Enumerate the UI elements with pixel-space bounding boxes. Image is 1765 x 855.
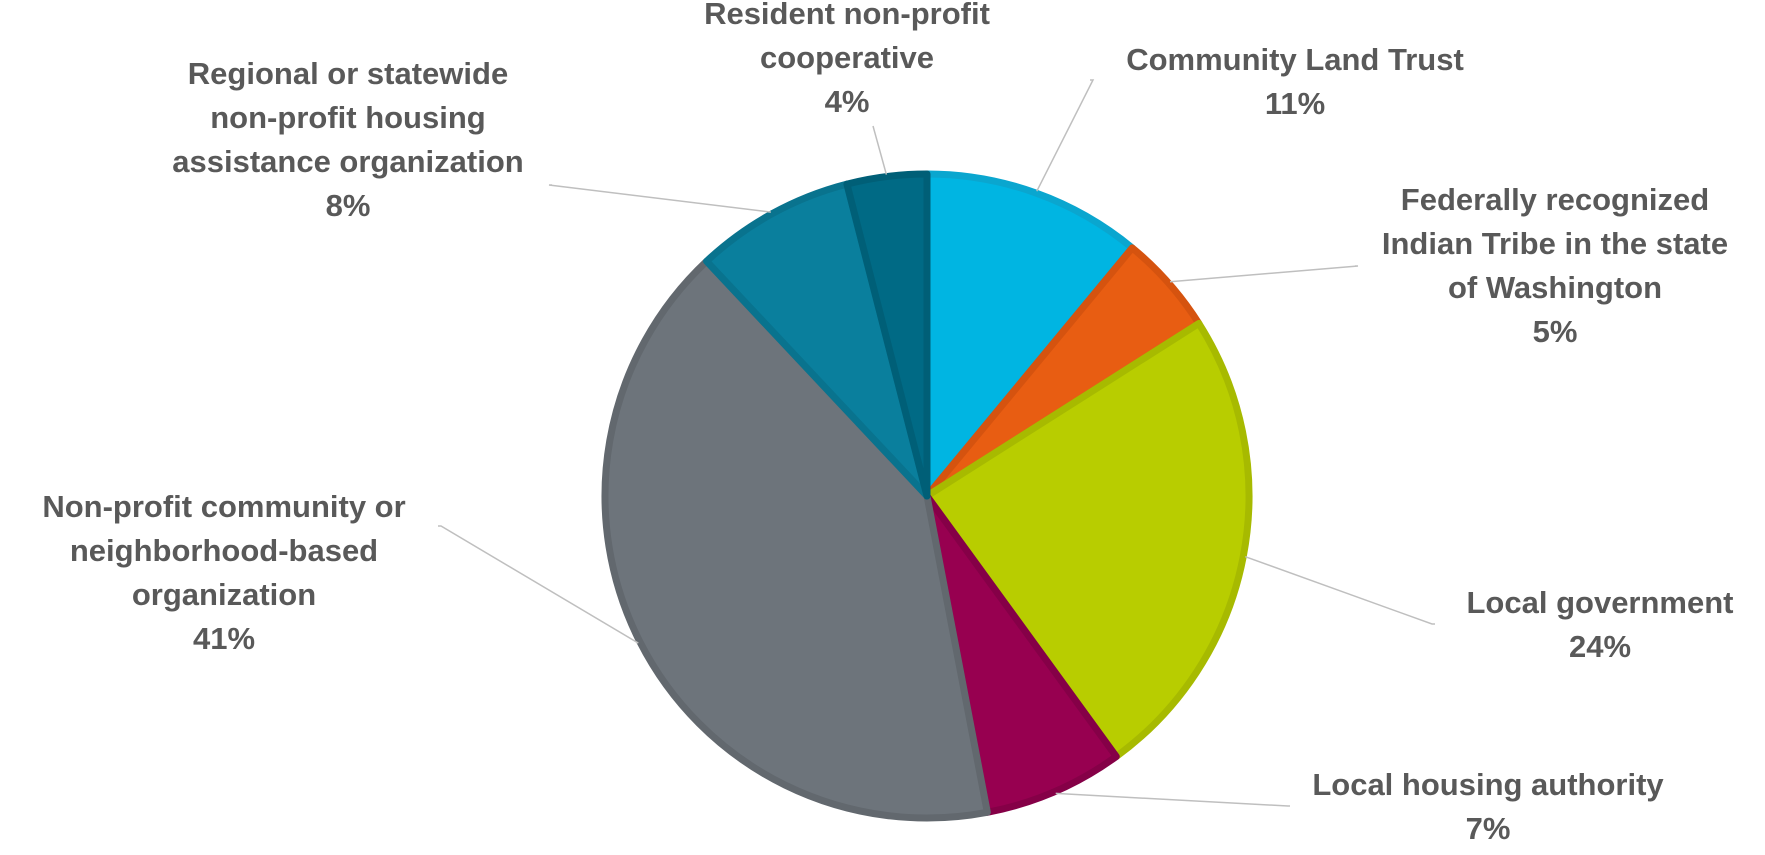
slice-category-label: Non-profit community or	[42, 489, 405, 524]
slice-category-label: assistance organization	[172, 144, 523, 179]
slice-label: Resident non-profit cooperative 4%	[704, 0, 990, 119]
pie-slice	[923, 170, 1136, 500]
slice-category-label: non-profit housing	[210, 100, 485, 135]
slice-percent-label: 8%	[326, 188, 371, 223]
leader-lines	[438, 79, 1435, 807]
slice-category-label: Local government	[1467, 585, 1734, 620]
slice-labels: Community Land Trust 11% Federally recogni…	[42, 0, 1733, 846]
slice-category-label: Community Land Trust	[1126, 42, 1464, 77]
slice-category-label: Regional or statewide	[188, 56, 508, 91]
leader-line	[438, 525, 639, 644]
leader-line	[548, 184, 771, 213]
slice-category-label: Resident non-profit	[704, 0, 990, 31]
slice-category-label: Federally recognized	[1401, 182, 1709, 217]
pie-slice	[843, 170, 931, 500]
leader-line	[1036, 79, 1095, 192]
slice-label: Federally recognized Indian Tribe in the …	[1382, 182, 1728, 349]
slice-percent-label: 24%	[1569, 629, 1631, 664]
slice-label: Local government 24%	[1467, 585, 1734, 664]
slice-category-label: Indian Tribe in the state	[1382, 226, 1728, 261]
slice-category-label: cooperative	[760, 40, 934, 75]
pie-slices	[601, 170, 1253, 822]
leader-line	[1169, 265, 1359, 283]
slice-category-label: organization	[132, 577, 316, 612]
slice-category-label: Local housing authority	[1312, 767, 1664, 802]
slice-percent-label: 5%	[1533, 314, 1578, 349]
leader-line	[872, 125, 888, 175]
slice-label: Local housing authority 7%	[1312, 767, 1664, 846]
pie-slice	[923, 319, 1253, 760]
slice-category-label: neighborhood-based	[70, 533, 378, 568]
slice-percent-label: 7%	[1466, 811, 1511, 846]
leader-line	[1055, 792, 1290, 807]
slice-percent-label: 4%	[825, 84, 870, 119]
leader-line	[1245, 555, 1435, 625]
slice-percent-label: 41%	[193, 621, 255, 656]
slice-label: Non-profit community or neighborhood-base…	[42, 489, 405, 656]
slice-label: Community Land Trust 11%	[1126, 42, 1464, 121]
pie-slice	[703, 180, 931, 500]
slice-label: Regional or statewide non-profit housing a…	[172, 56, 523, 223]
slice-category-label: of Washington	[1448, 270, 1662, 305]
pie-slice	[601, 257, 991, 822]
slice-percent-label: 11%	[1265, 86, 1325, 121]
